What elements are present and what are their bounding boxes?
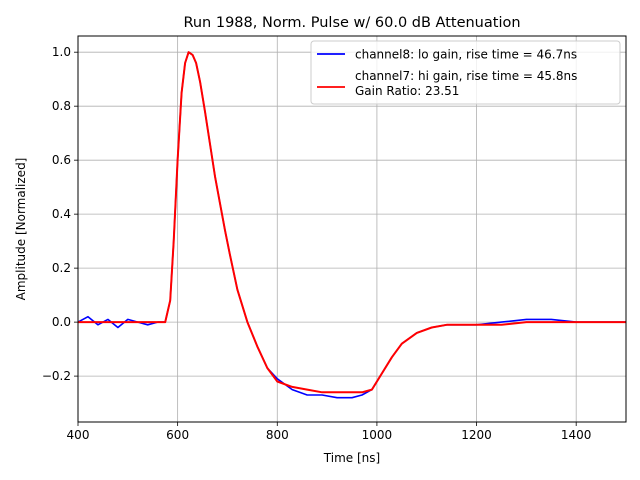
x-tick-label: 1000 [362,428,393,442]
y-tick-label: 0.2 [52,261,71,275]
x-tick-label: 1200 [461,428,492,442]
legend-label-channel8: channel8: lo gain, rise time = 46.7ns [355,48,577,62]
y-tick-label: 1.0 [52,45,71,59]
series-line-channel7 [78,51,626,394]
legend-label-channel7: channel7: hi gain, rise time = 45.8ns [355,69,577,83]
x-axis-ticks: 400 600 800 1000 1200 1400 [67,422,592,442]
series-layer [77,51,626,399]
chart-title: Run 1988, Norm. Pulse w/ 60.0 dB Attenua… [183,15,520,31]
legend-box [310,40,621,105]
legend-gain-ratio: Gain Ratio: 23.51 [355,84,459,98]
y-axis-label: Amplitude [Normalized] [14,158,28,301]
y-axis-ticks: −0.2 0.0 0.2 0.4 0.6 0.8 1.0 [42,45,78,383]
y-tick-label: 0.4 [52,207,71,221]
y-tick-label: −0.2 [42,369,71,383]
legend: channel8: lo gain, rise time = 46.7ns ch… [310,40,621,105]
x-tick-label: 1400 [561,428,592,442]
x-tick-label: 800 [266,428,289,442]
y-tick-label: 0.6 [52,153,71,167]
y-tick-label: 0.0 [52,315,71,329]
x-axis-label: Time [ns] [323,451,380,465]
plot-frame [77,35,627,423]
grid-lines [77,36,626,422]
x-tick-label: 600 [166,428,189,442]
y-tick-label: 0.8 [52,99,71,113]
x-tick-label: 400 [67,428,90,442]
